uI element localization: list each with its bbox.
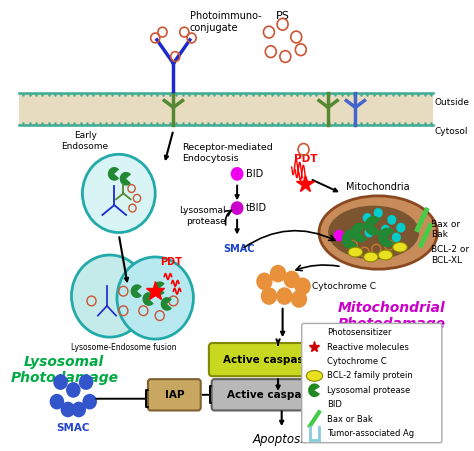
Text: Lysosomal protease: Lysosomal protease — [327, 386, 410, 395]
Text: Tumor-associated Ag: Tumor-associated Ag — [327, 429, 414, 438]
Circle shape — [363, 213, 372, 223]
Circle shape — [309, 355, 320, 367]
Circle shape — [387, 215, 396, 225]
FancyBboxPatch shape — [211, 379, 352, 410]
Circle shape — [283, 271, 300, 288]
Circle shape — [276, 287, 292, 305]
Text: Bax or Bak: Bax or Bak — [327, 414, 373, 423]
Text: Lysosomal
protease: Lysosomal protease — [180, 206, 226, 226]
Ellipse shape — [328, 206, 419, 259]
Ellipse shape — [319, 196, 438, 269]
Text: PDT: PDT — [160, 257, 182, 267]
Text: Lysosome-Endosome fusion: Lysosome-Endosome fusion — [71, 343, 176, 352]
Ellipse shape — [348, 247, 363, 257]
Wedge shape — [365, 216, 381, 235]
Text: Active caspase-3/7: Active caspase-3/7 — [227, 390, 337, 400]
Text: Reactive molecules: Reactive molecules — [327, 342, 409, 351]
Circle shape — [309, 399, 320, 410]
Circle shape — [72, 255, 148, 337]
Circle shape — [50, 394, 64, 410]
Text: BID: BID — [246, 169, 264, 179]
Circle shape — [261, 287, 277, 305]
Wedge shape — [342, 230, 358, 249]
FancyBboxPatch shape — [209, 343, 348, 376]
Text: Bax or
Bak: Bax or Bak — [431, 220, 460, 239]
Text: Photosensitizer: Photosensitizer — [327, 328, 392, 337]
Circle shape — [291, 290, 307, 308]
Wedge shape — [154, 281, 164, 295]
Circle shape — [270, 265, 286, 282]
Circle shape — [231, 201, 244, 215]
Wedge shape — [161, 297, 172, 311]
Circle shape — [72, 402, 86, 417]
Circle shape — [396, 223, 405, 233]
Text: Cytochrome C: Cytochrome C — [312, 282, 376, 291]
Circle shape — [374, 208, 383, 218]
Text: Receptor-mediated
Endocytosis: Receptor-mediated Endocytosis — [182, 143, 273, 163]
Text: BCL-2 family protein: BCL-2 family protein — [327, 371, 413, 380]
Text: Cytochrome C: Cytochrome C — [327, 357, 387, 366]
Circle shape — [365, 228, 374, 237]
Circle shape — [294, 277, 311, 295]
Wedge shape — [351, 223, 367, 242]
Text: Mitochondria: Mitochondria — [346, 182, 410, 192]
Circle shape — [66, 382, 81, 398]
Circle shape — [117, 257, 193, 339]
Circle shape — [82, 154, 155, 233]
Wedge shape — [143, 292, 154, 306]
FancyBboxPatch shape — [148, 379, 201, 410]
Wedge shape — [131, 284, 142, 298]
Text: Lysosomal
Photodamage: Lysosomal Photodamage — [10, 355, 118, 385]
Ellipse shape — [364, 252, 378, 262]
Wedge shape — [120, 172, 131, 186]
Circle shape — [334, 230, 345, 241]
Text: Cytosol: Cytosol — [435, 127, 468, 136]
Circle shape — [79, 374, 93, 390]
Text: Active caspase-8/9: Active caspase-8/9 — [223, 354, 333, 364]
Bar — [18, 93, 433, 125]
FancyBboxPatch shape — [302, 323, 442, 443]
Text: PS: PS — [276, 11, 290, 21]
Circle shape — [381, 225, 390, 235]
Circle shape — [231, 167, 244, 181]
Wedge shape — [308, 383, 320, 397]
Wedge shape — [108, 167, 119, 181]
Text: Outside: Outside — [435, 97, 470, 106]
Ellipse shape — [306, 370, 323, 381]
Text: Apoptosis: Apoptosis — [253, 433, 310, 446]
Circle shape — [392, 233, 401, 242]
Circle shape — [256, 272, 273, 290]
Text: PDT: PDT — [293, 154, 317, 164]
Text: Photoimmuno-
conjugate: Photoimmuno- conjugate — [190, 11, 261, 33]
Text: BID: BID — [327, 400, 342, 409]
Circle shape — [53, 374, 68, 390]
Text: Mitochondrial
Photodamage: Mitochondrial Photodamage — [338, 301, 446, 331]
Ellipse shape — [393, 242, 407, 252]
Text: tBID: tBID — [246, 203, 267, 213]
Text: IAP: IAP — [164, 390, 184, 400]
Text: Early
Endosome: Early Endosome — [62, 131, 109, 152]
Text: BCL-2 or
BCL-XL: BCL-2 or BCL-XL — [431, 245, 469, 265]
Circle shape — [61, 402, 75, 417]
Text: SMAC: SMAC — [223, 244, 255, 254]
Text: SMAC: SMAC — [56, 423, 90, 433]
Ellipse shape — [378, 250, 393, 260]
Wedge shape — [378, 228, 394, 247]
Circle shape — [82, 394, 97, 410]
